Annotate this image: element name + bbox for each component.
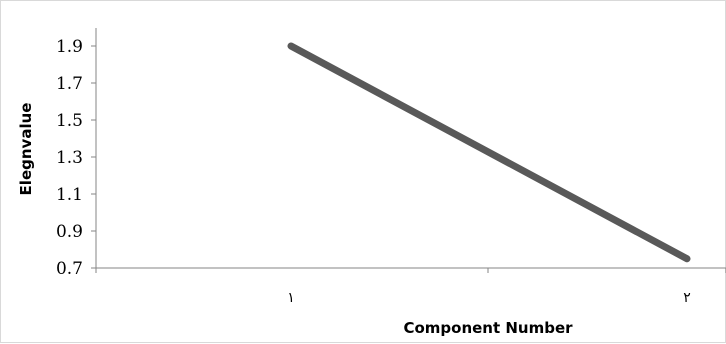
y-tick-label: 1.5 (56, 111, 83, 131)
y-tick-label: 1.7 (56, 74, 83, 94)
y-tick-label: 1.1 (56, 185, 83, 205)
y-axis: 1.9 1.7 1.5 1.3 1.1 0.9 0.7 (56, 28, 97, 279)
x-tick-label: ٢ (683, 290, 691, 306)
plot-area (287, 42, 691, 263)
y-tick-label: 1.9 (56, 37, 83, 57)
x-tick-label: ١ (287, 290, 295, 306)
x-axis-title: Component Number (403, 319, 573, 337)
y-axis-title: Elegnvalue (17, 103, 35, 196)
y-tick-label: 0.9 (56, 222, 83, 242)
series-line (287, 42, 691, 263)
y-tick-label: 0.7 (56, 259, 83, 279)
y-tick-label: 1.3 (56, 148, 83, 168)
